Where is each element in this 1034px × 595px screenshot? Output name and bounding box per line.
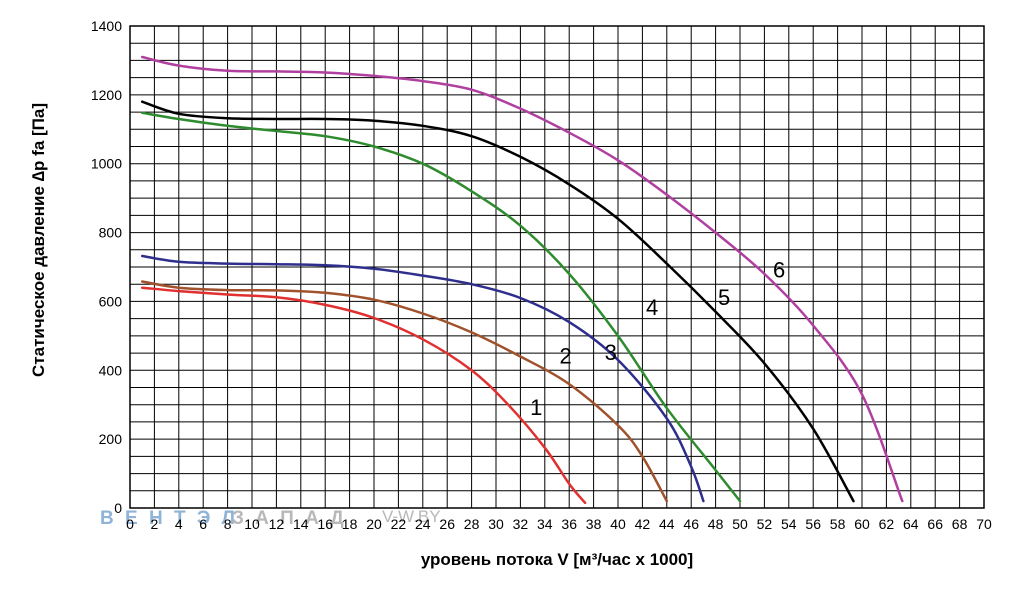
series-line-2 xyxy=(140,280,669,503)
axes xyxy=(129,25,985,509)
x-tick-label: 60 xyxy=(854,516,870,532)
x-tick-label: 52 xyxy=(757,516,773,532)
x-tick-label: 62 xyxy=(879,516,895,532)
x-tick-label: 64 xyxy=(903,516,919,532)
curve-label-5: 5 xyxy=(718,285,730,310)
curve-label-6: 6 xyxy=(773,257,785,282)
x-tick-label: 24 xyxy=(415,516,431,532)
x-tick-label: 40 xyxy=(610,516,626,532)
x-tick-label: 34 xyxy=(537,516,553,532)
x-tick-label: 14 xyxy=(293,516,309,532)
series-line-1 xyxy=(140,286,587,505)
x-axis-title: уровень потока V [м³/час x 1000] xyxy=(421,550,693,569)
x-tick-label: 46 xyxy=(683,516,699,532)
series xyxy=(140,55,904,505)
x-tick-label: 58 xyxy=(830,516,846,532)
x-tick-label: 54 xyxy=(781,516,797,532)
grid xyxy=(129,25,985,509)
x-tick-label: 28 xyxy=(464,516,480,532)
x-tick-label: 56 xyxy=(805,516,821,532)
series-line-3 xyxy=(140,254,705,503)
x-tick-label: 70 xyxy=(976,516,992,532)
x-tick-label: 42 xyxy=(635,516,651,532)
x-tick-label: 66 xyxy=(927,516,943,532)
x-tick-label: 4 xyxy=(175,516,183,532)
x-tick-label: 50 xyxy=(732,516,748,532)
x-tick-label: 16 xyxy=(317,516,333,532)
watermark-brand-blue: В Е Н Т Э Л xyxy=(100,508,238,529)
x-tick-label: 12 xyxy=(269,516,285,532)
curve-label-1: 1 xyxy=(530,395,542,420)
x-tick-label: 20 xyxy=(366,516,382,532)
y-tick-label: 0 xyxy=(114,500,122,516)
y-tick-label: 200 xyxy=(99,431,123,447)
curve-label-2: 2 xyxy=(559,343,571,368)
y-tick-label: 1400 xyxy=(91,18,122,34)
x-tick-label: 68 xyxy=(952,516,968,532)
x-tick-label: 18 xyxy=(342,516,358,532)
curve-label-4: 4 xyxy=(646,295,658,320)
x-tick-label: 2 xyxy=(151,516,159,532)
x-tick-label: 30 xyxy=(488,516,504,532)
series-line-6 xyxy=(140,55,904,503)
series-line-5 xyxy=(140,100,855,503)
curve-label-3: 3 xyxy=(605,340,617,365)
x-tick-label: 10 xyxy=(244,516,260,532)
series-line-4 xyxy=(140,111,742,503)
x-tick-label: 48 xyxy=(708,516,724,532)
x-tick-label: 26 xyxy=(439,516,455,532)
x-tick-label: 0 xyxy=(126,516,134,532)
x-tick-label: 36 xyxy=(561,516,577,532)
x-tick-label: 8 xyxy=(224,516,232,532)
watermark-brand-grey: З А П А Д xyxy=(232,508,347,529)
x-tick-label: 22 xyxy=(391,516,407,532)
x-tick-label: 44 xyxy=(659,516,675,532)
watermark-site: V-W.BY xyxy=(382,507,441,526)
y-axis-title: Статическое давление ∆p fa [Па] xyxy=(29,103,48,377)
x-tick-labels: 0 2 4 6 8 10 12 14 16 18 20 22 24 26 28 30 32 34 36 38 40 42 4… xyxy=(126,516,992,532)
y-tick-label: 1200 xyxy=(91,87,122,103)
x-tick-label: 32 xyxy=(513,516,529,532)
plot-frame xyxy=(129,25,985,509)
watermark: В Е Н Т Э Л З А П А Д V-W.BY xyxy=(100,507,441,529)
y-tick-label: 1000 xyxy=(91,156,122,172)
curve-labels: 1 2 3 4 5 6 xyxy=(530,257,785,420)
y-tick-label: 800 xyxy=(99,225,123,241)
y-tick-label: 600 xyxy=(99,293,123,309)
x-tick-label: 38 xyxy=(586,516,602,532)
x-tick-label: 6 xyxy=(199,516,207,532)
y-tick-labels: 0 200 400 600 800 1000 1200 1400 xyxy=(91,18,122,516)
y-tick-label: 400 xyxy=(99,362,123,378)
